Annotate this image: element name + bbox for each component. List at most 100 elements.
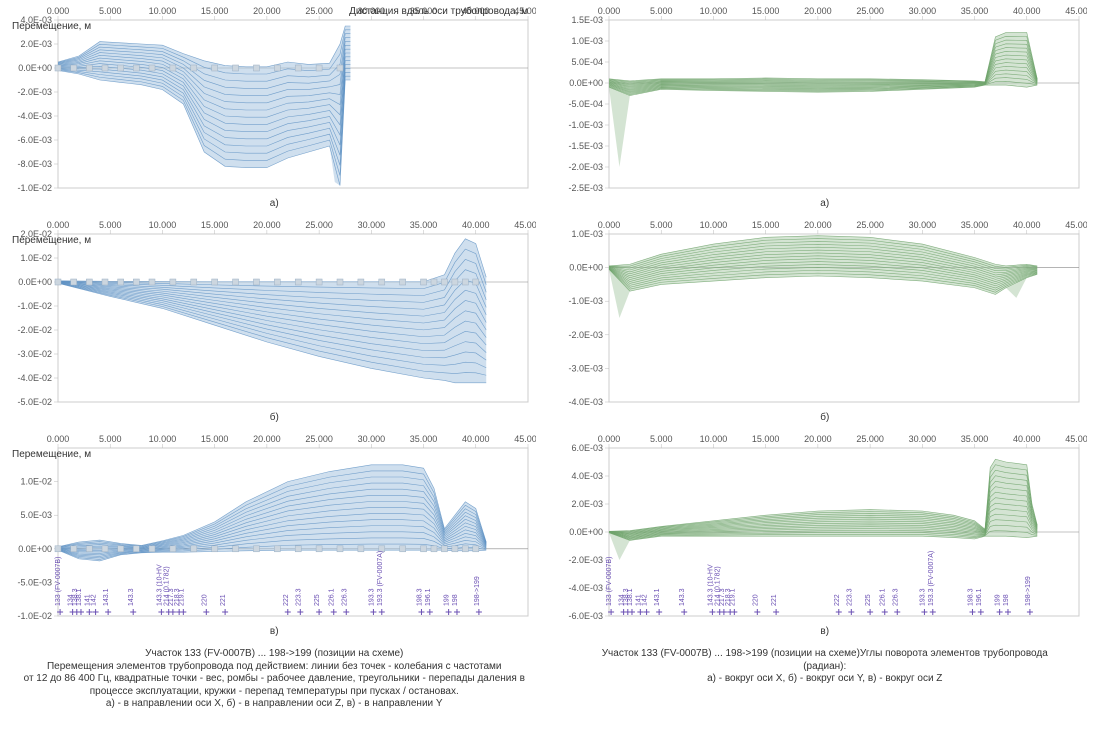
svg-text:219.1: 219.1 <box>729 588 736 606</box>
svg-text:222: 222 <box>283 594 290 606</box>
svg-text:40.000: 40.000 <box>1013 6 1041 16</box>
svg-text:1.0E-02: 1.0E-02 <box>20 477 52 487</box>
svg-text:-1.0E-02: -1.0E-02 <box>17 183 52 193</box>
svg-text:30.000: 30.000 <box>908 434 936 444</box>
svg-text:0.0E+00: 0.0E+00 <box>18 277 52 287</box>
svg-text:15.000: 15.000 <box>751 434 779 444</box>
svg-text:35.000: 35.000 <box>960 6 988 16</box>
svg-text:198: 198 <box>1002 594 1009 606</box>
svg-text:143.3 (10-HV: 143.3 (10-HV <box>707 564 714 606</box>
svg-text:222: 222 <box>833 594 840 606</box>
svg-text:133 (FV-0007B): 133 (FV-0007B) <box>55 557 62 606</box>
svg-text:-2.5E-03: -2.5E-03 <box>568 183 603 193</box>
svg-text:193.3: 193.3 <box>919 588 926 606</box>
svg-text:30.000: 30.000 <box>908 6 936 16</box>
svg-text:Дистанция вдоль оси трубопрово: Дистанция вдоль оси трубопровода, м <box>349 5 528 17</box>
svg-text:45.000: 45.000 <box>514 220 536 230</box>
svg-text:225: 225 <box>865 594 872 606</box>
svg-text:196.1: 196.1 <box>425 588 432 606</box>
svg-text:10.000: 10.000 <box>149 220 177 230</box>
panel-right-a: 0.0005.00010.00015.00020.00025.00030.000… <box>557 4 1094 214</box>
caption-right-title: Участок 133 (FV-0007B) ... 198->199 (поз… <box>565 648 1086 661</box>
svg-text:5.000: 5.000 <box>649 6 672 16</box>
svg-text:226.3: 226.3 <box>892 588 899 606</box>
svg-text:-2.0E-02: -2.0E-02 <box>17 325 52 335</box>
svg-text:5.000: 5.000 <box>99 434 122 444</box>
svg-text:198: 198 <box>452 594 459 606</box>
svg-text:5.0E-03: 5.0E-03 <box>20 510 52 520</box>
svg-text:10.000: 10.000 <box>149 434 177 444</box>
svg-text:143.1: 143.1 <box>103 588 110 606</box>
svg-text:198->199: 198->199 <box>1024 576 1031 606</box>
svg-text:-1.0E-03: -1.0E-03 <box>568 296 603 306</box>
svg-text:221: 221 <box>771 594 778 606</box>
svg-text:-4.0E-03: -4.0E-03 <box>17 111 52 121</box>
svg-text:30.000: 30.000 <box>908 220 936 230</box>
panel-right-v: 0.0005.00010.00015.00020.00025.00030.000… <box>557 432 1094 642</box>
svg-text:-4.0E-03: -4.0E-03 <box>568 397 603 407</box>
svg-text:196.1: 196.1 <box>975 588 982 606</box>
caption-left-title: Участок 133 (FV-0007B) ... 198->199 (поз… <box>14 648 535 661</box>
svg-text:138.1: 138.1 <box>76 588 83 606</box>
svg-text:45.000: 45.000 <box>1065 434 1087 444</box>
svg-text:20.000: 20.000 <box>253 220 281 230</box>
panel-left-v: 0.0005.00010.00015.00020.00025.00030.000… <box>6 432 543 642</box>
svg-text:143.3: 143.3 <box>128 588 135 606</box>
subplot-letter: а) <box>6 198 543 209</box>
caption-left-line-2: процессе эксплуатации, кружки - перепад … <box>14 686 535 699</box>
svg-text:-1.0E-03: -1.0E-03 <box>568 120 603 130</box>
svg-text:25.000: 25.000 <box>305 6 333 16</box>
svg-text:10.000: 10.000 <box>699 434 727 444</box>
svg-text:223.3: 223.3 <box>846 588 853 606</box>
svg-text:20.000: 20.000 <box>253 6 281 16</box>
svg-text:226.1: 226.1 <box>879 588 886 606</box>
svg-text:199: 199 <box>444 594 451 606</box>
svg-text:40.000: 40.000 <box>1013 434 1041 444</box>
svg-text:6.0E-03: 6.0E-03 <box>571 443 603 453</box>
svg-text:226.3: 226.3 <box>341 588 348 606</box>
svg-text:-4.0E-02: -4.0E-02 <box>17 373 52 383</box>
caption-right-line-0: (радиан): <box>565 661 1086 674</box>
svg-text:40.000: 40.000 <box>462 220 490 230</box>
svg-text:-3.0E-02: -3.0E-02 <box>17 349 52 359</box>
subplot-letter: а) <box>557 198 1094 209</box>
svg-text:133 (FV-0007B): 133 (FV-0007B) <box>606 557 613 606</box>
svg-text:221: 221 <box>220 594 227 606</box>
svg-text:20.000: 20.000 <box>804 220 832 230</box>
svg-text:20.000: 20.000 <box>804 6 832 16</box>
svg-text:40.000: 40.000 <box>1013 220 1041 230</box>
svg-text:10.000: 10.000 <box>149 6 177 16</box>
svg-text:1.0E-03: 1.0E-03 <box>571 229 603 239</box>
svg-text:25.000: 25.000 <box>856 6 884 16</box>
svg-text:0.0E+00: 0.0E+00 <box>569 527 603 537</box>
svg-text:1.5E-03: 1.5E-03 <box>571 15 603 25</box>
svg-text:5.000: 5.000 <box>649 220 672 230</box>
svg-text:1.0E-02: 1.0E-02 <box>20 253 52 263</box>
svg-text:-1.0E-02: -1.0E-02 <box>17 611 52 621</box>
panel-left-a: 0.0005.00010.00015.00020.00025.00030.000… <box>6 4 543 214</box>
svg-text:15.000: 15.000 <box>201 6 229 16</box>
svg-text:-1.5E-03: -1.5E-03 <box>568 141 603 151</box>
svg-text:25.000: 25.000 <box>856 434 884 444</box>
caption-left-line-1: от 12 до 86 400 Гц, квадратные точки - в… <box>14 673 535 686</box>
svg-text:15.000: 15.000 <box>751 6 779 16</box>
svg-text:193.3: 193.3 <box>368 588 375 606</box>
svg-text:15.000: 15.000 <box>201 220 229 230</box>
svg-text:220: 220 <box>201 594 208 606</box>
svg-text:138.1: 138.1 <box>626 588 633 606</box>
svg-text:-6.0E-03: -6.0E-03 <box>568 611 603 621</box>
svg-text:-5.0E-03: -5.0E-03 <box>17 577 52 587</box>
svg-text:0.000: 0.000 <box>47 434 70 444</box>
svg-text:1.0E-03: 1.0E-03 <box>571 36 603 46</box>
caption-right-line-1: а) - вокруг оси X, б) - вокруг оси Y, в)… <box>565 673 1086 686</box>
caption-left-line-0: Перемещения элементов трубопровода под д… <box>14 661 535 674</box>
subplot-letter: б) <box>557 412 1094 423</box>
svg-text:35.000: 35.000 <box>960 434 988 444</box>
svg-text:Перемещение, м: Перемещение, м <box>12 235 91 246</box>
svg-text:10.000: 10.000 <box>699 6 727 16</box>
svg-text:-8.0E-03: -8.0E-03 <box>17 159 52 169</box>
svg-text:226.1: 226.1 <box>329 588 336 606</box>
svg-text:30.000: 30.000 <box>358 434 386 444</box>
subplot-letter: в) <box>6 626 543 637</box>
svg-text:20.000: 20.000 <box>804 434 832 444</box>
